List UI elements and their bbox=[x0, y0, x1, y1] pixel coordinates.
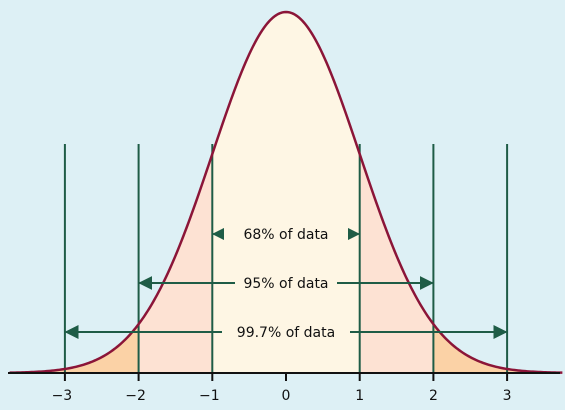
tick-label-0: −3 bbox=[52, 388, 73, 404]
tick-label-6: 3 bbox=[503, 388, 512, 404]
annotation-label-2: 99.7% of data bbox=[237, 325, 335, 341]
band-0 bbox=[212, 12, 360, 373]
annotation-label-1: 95% of data bbox=[243, 276, 328, 292]
annotation-bg-2 bbox=[222, 323, 350, 341]
annotation-label-0: 68% of data bbox=[243, 227, 328, 243]
band-4 bbox=[433, 324, 508, 373]
tick-label-1: −2 bbox=[125, 388, 146, 404]
tick-label-2: −1 bbox=[199, 388, 220, 404]
tick-label-4: 1 bbox=[355, 388, 364, 404]
tick-label-3: 0 bbox=[282, 388, 291, 404]
annotation-bg-0 bbox=[224, 225, 348, 243]
band-3 bbox=[64, 324, 139, 373]
tick-label-5: 2 bbox=[429, 388, 438, 404]
annotation-bg-1 bbox=[235, 274, 337, 292]
bell-curve bbox=[9, 10, 563, 374]
